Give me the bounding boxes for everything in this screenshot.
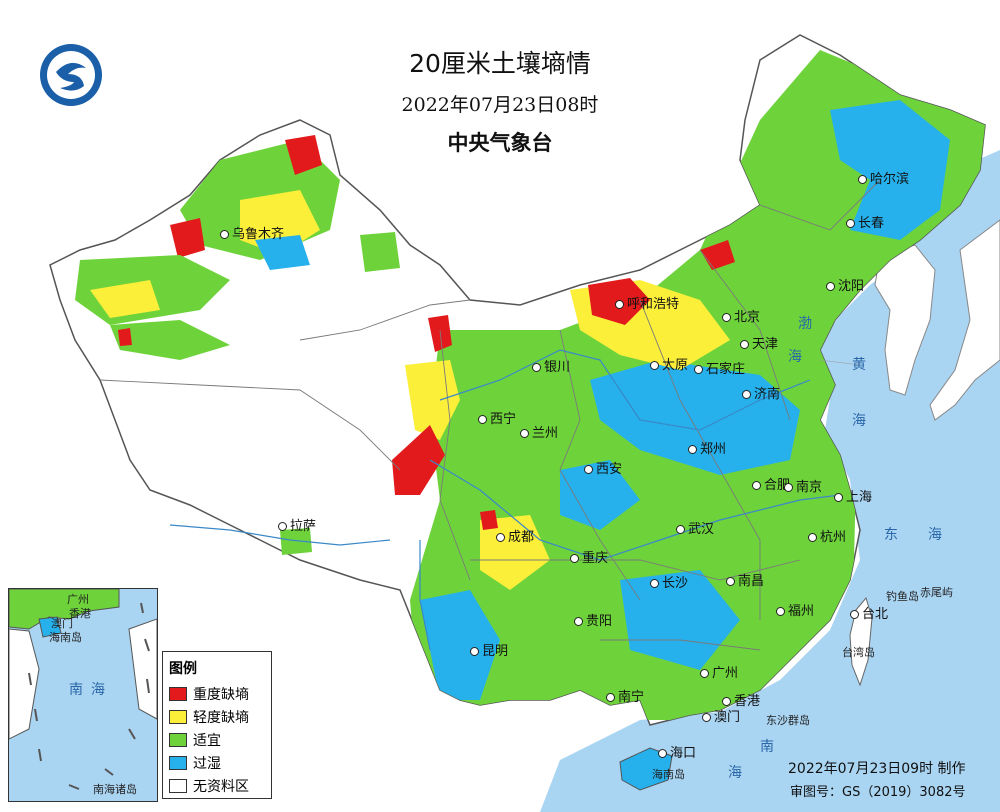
sea-label-east-2: 海 bbox=[928, 527, 942, 543]
approval-number: 审图号：GS（2019）3082号 bbox=[790, 785, 966, 800]
legend-swatch bbox=[169, 686, 187, 701]
sea-label-east-1: 东 bbox=[884, 527, 898, 543]
legend-item-light: 轻度缺墒 bbox=[163, 705, 271, 728]
city-xining: 西宁 bbox=[478, 408, 516, 427]
city-zhengzhou: 郑州 bbox=[688, 438, 726, 457]
made-time: 2022年07月23日09时 制作 bbox=[788, 761, 966, 777]
city-wuhan: 武汉 bbox=[676, 518, 714, 537]
wet-region-northeast bbox=[830, 100, 950, 240]
wet-region-south bbox=[620, 570, 740, 670]
city-shenyang: 沈阳 bbox=[826, 275, 864, 294]
province-borders bbox=[99, 179, 881, 651]
legend-item-wet: 过湿 bbox=[163, 751, 271, 774]
city-chengdu: 成都 bbox=[496, 526, 534, 545]
city-jinan: 济南 bbox=[742, 383, 780, 402]
city-guiyang: 贵阳 bbox=[574, 610, 612, 629]
wet-region-central bbox=[560, 460, 640, 530]
island-chiwei: 赤尾屿 bbox=[920, 586, 953, 599]
sea-label-south-1: 南 bbox=[760, 739, 774, 755]
city-hohhot: 呼和浩特 bbox=[615, 293, 679, 312]
city-nanchang: 南昌 bbox=[726, 570, 764, 589]
sea-label-south-2: 海 bbox=[728, 765, 742, 781]
inset-guangzhou: 广州 bbox=[67, 593, 89, 606]
sea-label-yellow-2: 海 bbox=[852, 413, 866, 429]
city-chongqing: 重庆 bbox=[570, 547, 608, 566]
rivers bbox=[169, 349, 841, 651]
legend-swatch bbox=[169, 778, 187, 793]
korea-land bbox=[874, 244, 936, 396]
city-changsha: 长沙 bbox=[650, 572, 688, 591]
xinjiang-patches bbox=[75, 135, 400, 555]
city-shijiazhuang: 石家庄 bbox=[694, 358, 745, 377]
city-guangzhou: 广州 bbox=[700, 662, 738, 681]
legend-item-nodata: 无资料区 bbox=[163, 774, 271, 797]
moisture-layer bbox=[392, 50, 985, 720]
city-taipei: 台北 bbox=[850, 603, 888, 622]
city-beijing: 北京 bbox=[722, 306, 760, 325]
map-agency: 中央气象台 bbox=[447, 131, 553, 155]
sea-label-yellow-1: 黄 bbox=[852, 357, 866, 373]
island-taiwan: 台湾岛 bbox=[842, 646, 875, 659]
sea-label-bohai-1: 渤 bbox=[798, 316, 812, 332]
legend-item-suitable: 适宜 bbox=[163, 728, 271, 751]
island-hainan: 海南岛 bbox=[652, 768, 685, 781]
sea-area bbox=[540, 150, 1000, 812]
legend-swatch bbox=[169, 709, 187, 724]
severe-drought-northeast bbox=[700, 240, 735, 270]
inset-sea-2: 海 bbox=[91, 682, 105, 698]
taiwan-island bbox=[849, 596, 873, 687]
city-tianjin: 天津 bbox=[740, 333, 778, 352]
legend: 图例 重度缺墒 轻度缺墒 适宜 过湿 无资料区 bbox=[162, 651, 272, 799]
city-nanning: 南宁 bbox=[606, 686, 644, 705]
severe-drought-chongqing bbox=[480, 510, 498, 530]
legend-swatch bbox=[169, 732, 187, 747]
city-macau: 澳门 bbox=[702, 706, 740, 725]
city-nanjing: 南京 bbox=[784, 476, 822, 495]
map-title: 20厘米土壤墒情 bbox=[409, 49, 591, 78]
city-urumqi: 乌鲁木齐 bbox=[220, 223, 284, 242]
city-harbin: 哈尔滨 bbox=[858, 168, 909, 187]
city-shanghai: 上海 bbox=[834, 486, 872, 505]
island-dongsha: 东沙群岛 bbox=[766, 714, 810, 727]
cma-logo-icon bbox=[40, 44, 102, 106]
inset-label: 南海诸岛 bbox=[93, 783, 137, 796]
legend-title: 图例 bbox=[169, 661, 197, 677]
city-yinchuan: 银川 bbox=[532, 356, 570, 375]
south-china-sea-inset: 广州 香港 澳门 海南岛 南 海 南海诸岛 bbox=[8, 588, 158, 802]
inset-sea-1: 南 bbox=[69, 682, 83, 698]
city-lanzhou: 兰州 bbox=[520, 422, 558, 441]
wet-region-southwest bbox=[420, 590, 500, 700]
inset-hainan: 海南岛 bbox=[49, 631, 82, 644]
inset-hongkong: 香港 bbox=[69, 607, 91, 620]
light-drought-qinghai bbox=[405, 360, 460, 440]
sea-label-bohai-2: 海 bbox=[788, 349, 802, 365]
inset-macau: 澳门 bbox=[51, 617, 73, 630]
map-time: 2022年07月23日08时 bbox=[401, 94, 599, 116]
city-changchun: 长春 bbox=[846, 212, 884, 231]
legend-swatch bbox=[169, 755, 187, 770]
legend-item-severe: 重度缺墒 bbox=[163, 682, 271, 705]
city-kunming: 昆明 bbox=[470, 640, 508, 659]
hainan-island bbox=[619, 747, 673, 791]
scale-divider bbox=[819, 359, 861, 366]
severe-drought-sichuan bbox=[392, 425, 445, 495]
city-hangzhou: 杭州 bbox=[808, 526, 846, 545]
city-hongkong: 香港 bbox=[722, 690, 760, 709]
wet-region-north-china bbox=[590, 360, 800, 475]
city-haikou: 海口 bbox=[658, 742, 696, 761]
inset-map bbox=[9, 589, 157, 790]
japan-land bbox=[929, 219, 1000, 421]
city-fuzhou: 福州 bbox=[776, 600, 814, 619]
island-diaoyu: 钓鱼岛 bbox=[886, 590, 919, 603]
city-hefei: 合肥 bbox=[752, 474, 790, 493]
city-taiyuan: 太原 bbox=[650, 354, 688, 373]
city-lhasa: 拉萨 bbox=[278, 515, 316, 534]
city-xian: 西安 bbox=[584, 458, 622, 477]
